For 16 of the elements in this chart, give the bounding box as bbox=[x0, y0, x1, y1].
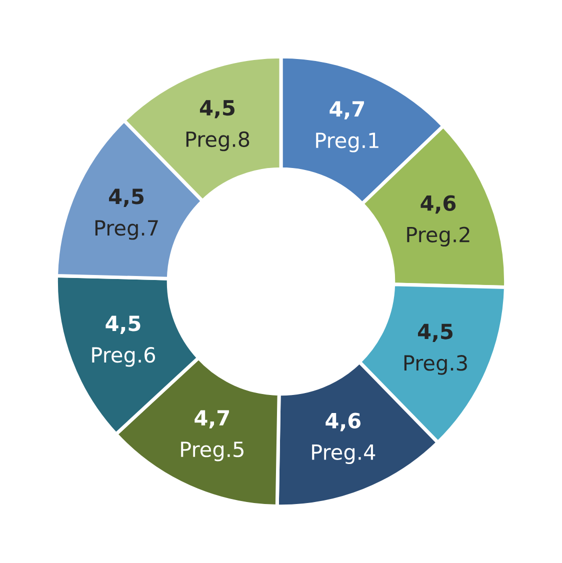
data-label: 4,5 bbox=[106, 316, 140, 334]
data-label: 4,6 bbox=[420, 195, 456, 214]
slice-label: Preg.1 bbox=[316, 132, 378, 152]
slice-label: Preg.5 bbox=[181, 442, 244, 462]
slice-label: Preg.8 bbox=[186, 131, 250, 152]
data-label: 4,6 bbox=[326, 412, 361, 432]
data-label: 4,5 bbox=[108, 188, 144, 207]
slice-label: Preg.4 bbox=[312, 444, 376, 464]
data-label: 4,7 bbox=[330, 101, 364, 120]
slice-label: Preg.2 bbox=[407, 226, 470, 246]
slice-label: Preg.3 bbox=[404, 355, 467, 375]
slice-label: Preg.6 bbox=[92, 346, 156, 367]
data-label: 4,7 bbox=[194, 410, 229, 428]
slice-label: Preg.7 bbox=[95, 220, 158, 240]
data-label: 4,5 bbox=[418, 324, 452, 342]
data-label: 4,5 bbox=[200, 100, 234, 118]
